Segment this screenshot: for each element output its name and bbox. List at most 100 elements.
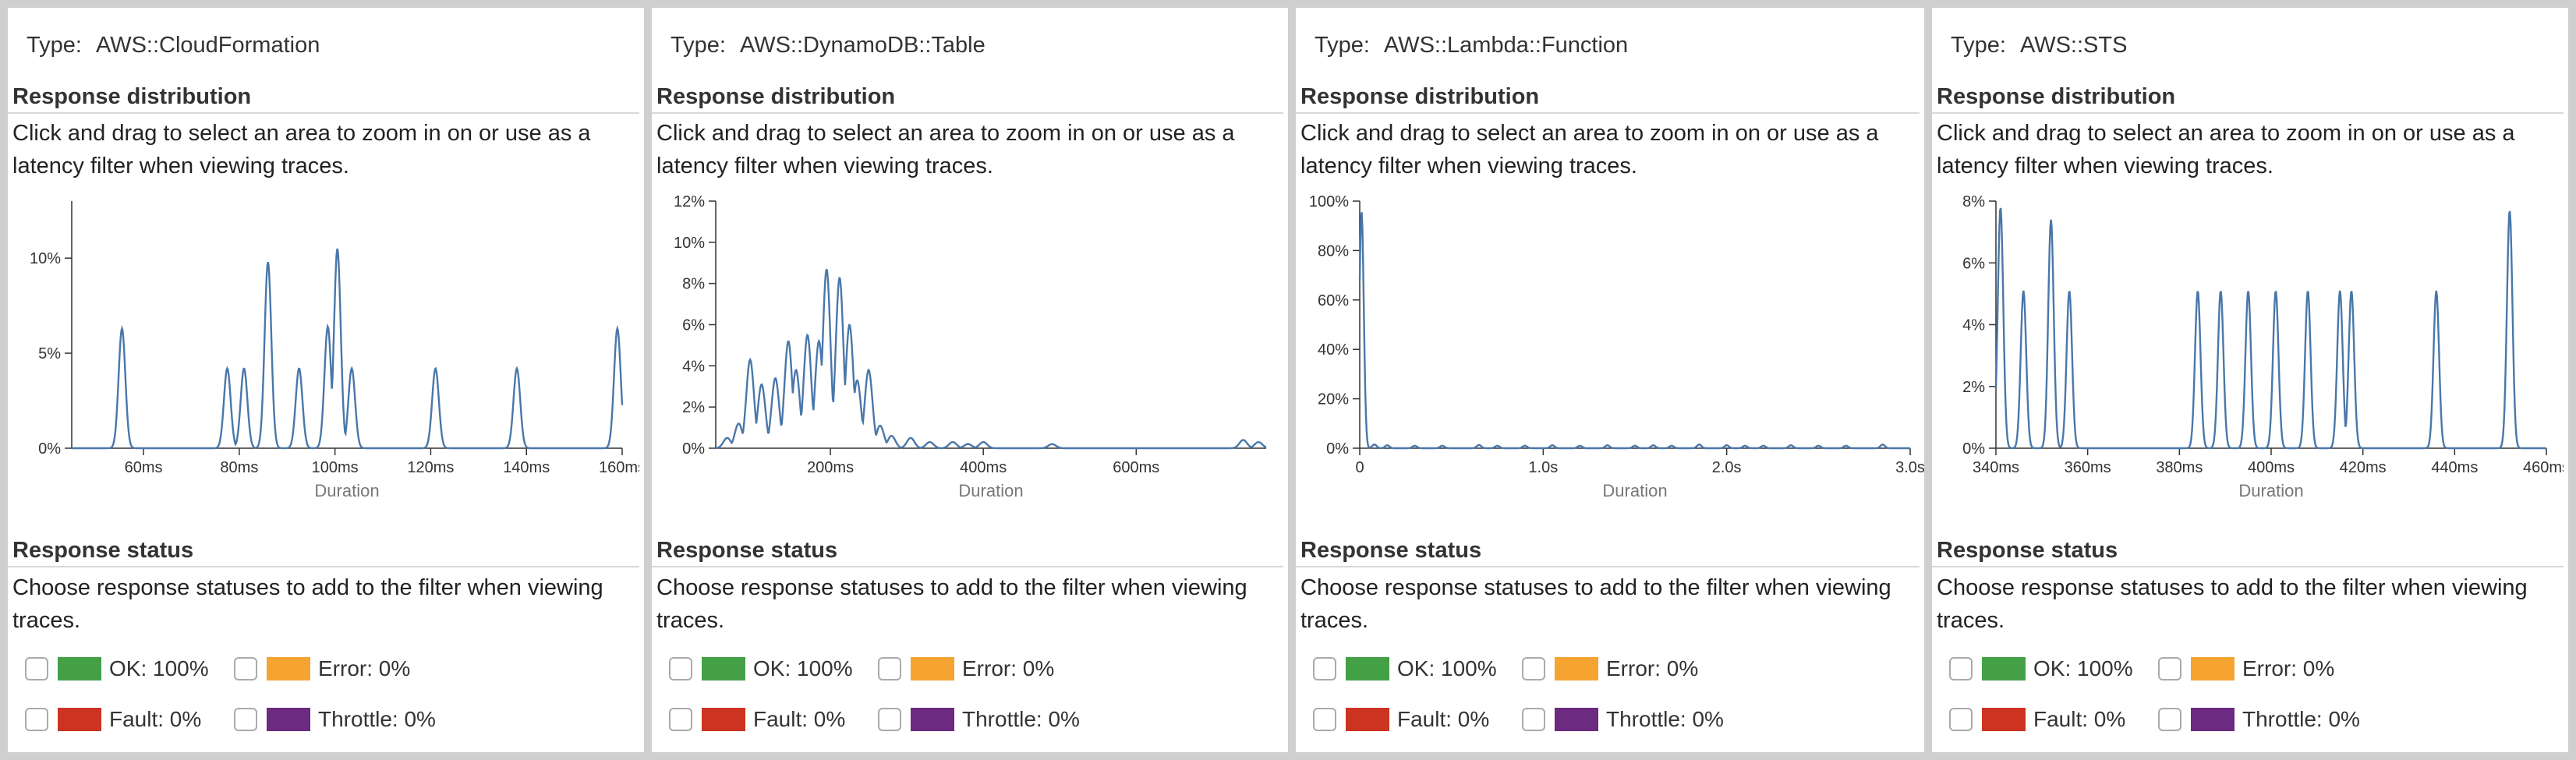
ok-color-swatch — [702, 657, 745, 680]
service-panel-cloudformation: Type: AWS::CloudFormation Response distri… — [8, 8, 644, 752]
y-tick-label: 2% — [682, 399, 705, 416]
section-divider — [1932, 566, 2564, 567]
distribution-help-text: Click and drag to select an area to zoom… — [656, 121, 1235, 179]
distribution-line — [715, 268, 1267, 450]
ok-checkbox[interactable] — [25, 657, 48, 680]
x-tick-label: 140ms — [503, 459, 550, 476]
y-tick-label: 20% — [1318, 391, 1349, 408]
throttle-checkbox[interactable] — [878, 708, 901, 731]
error-checkbox[interactable] — [878, 657, 901, 680]
x-tick-label: 340ms — [1973, 459, 2019, 476]
response-status-title: Response status — [12, 538, 194, 563]
x-tick-label: 120ms — [407, 459, 454, 476]
x-axis-title: Duration — [314, 481, 379, 500]
ok-status-label: OK: 100% — [2033, 656, 2133, 680]
throttle-checkbox[interactable] — [234, 708, 257, 731]
y-tick-label: 2% — [1962, 379, 1985, 396]
status-fault[interactable]: Fault: 0% — [669, 707, 845, 732]
throttle-status-label: Throttle: 0% — [318, 707, 436, 731]
throttle-color-swatch — [911, 708, 954, 731]
status-help-text: Choose response statuses to add to the f… — [1937, 575, 2528, 633]
fault-color-swatch — [58, 708, 101, 731]
section-divider — [652, 566, 1283, 567]
service-type: Type: AWS::STS — [1951, 33, 2127, 58]
fault-checkbox[interactable] — [669, 708, 692, 731]
fault-status-label: Fault: 0% — [2033, 707, 2126, 731]
type-value: AWS::DynamoDB::Table — [739, 33, 985, 58]
throttle-status-label: Throttle: 0% — [2242, 707, 2360, 731]
fault-checkbox[interactable] — [1313, 708, 1336, 731]
y-tick-label: 4% — [682, 358, 705, 375]
status-throttle[interactable]: Throttle: 0% — [234, 707, 436, 732]
x-tick-label: 420ms — [2340, 459, 2387, 476]
response-distribution-chart[interactable]: 0% 5% 10% 60ms 80ms 100ms 120ms 140ms 160ms Durat… — [8, 187, 639, 530]
throttle-checkbox[interactable] — [2158, 708, 2181, 731]
ok-color-swatch — [58, 657, 101, 680]
status-ok[interactable]: OK: 100% — [25, 656, 209, 681]
response-status-title: Response status — [656, 538, 838, 563]
ok-checkbox[interactable] — [1949, 657, 1973, 680]
error-checkbox[interactable] — [2158, 657, 2181, 680]
status-error[interactable]: Error: 0% — [878, 656, 1054, 681]
distribution-help-text: Click and drag to select an area to zoom… — [1937, 121, 2515, 179]
section-divider — [1296, 566, 1920, 567]
status-throttle[interactable]: Throttle: 0% — [878, 707, 1080, 732]
x-tick-label: 400ms — [2248, 459, 2295, 476]
ok-checkbox[interactable] — [1313, 657, 1336, 680]
ok-color-swatch — [1346, 657, 1389, 680]
response-distribution-chart[interactable]: 0% 2% 4% 6% 8% 340ms 360ms 380ms 400ms 420ms 440ms… — [1932, 187, 2564, 530]
throttle-color-swatch — [1555, 708, 1598, 731]
section-divider — [8, 112, 639, 114]
x-tick-label: 3.0s — [1895, 459, 1924, 476]
status-throttle[interactable]: Throttle: 0% — [2158, 707, 2360, 732]
status-help-text: Choose response statuses to add to the f… — [656, 575, 1247, 633]
x-tick-label: 160ms — [599, 459, 639, 476]
ok-color-swatch — [1982, 657, 2026, 680]
y-tick-label: 100% — [1309, 193, 1349, 210]
error-checkbox[interactable] — [234, 657, 257, 680]
service-panel-sts: Type: AWS::STS Response distribution Clic… — [1932, 8, 2568, 752]
error-color-swatch — [911, 657, 954, 680]
status-error[interactable]: Error: 0% — [2158, 656, 2334, 681]
type-label: Type: — [1951, 33, 2006, 58]
x-tick-label: 200ms — [807, 459, 854, 476]
section-divider — [1932, 112, 2564, 114]
status-ok[interactable]: OK: 100% — [669, 656, 853, 681]
response-distribution-chart[interactable]: 0% 2% 4% 6% 8% 10% 12% 200ms 400ms 600ms Duration — [652, 187, 1283, 530]
status-fault[interactable]: Fault: 0% — [1313, 707, 1489, 732]
error-status-label: Error: 0% — [962, 656, 1055, 680]
y-tick-label: 4% — [1962, 317, 1985, 334]
x-axis-title: Duration — [1602, 481, 1667, 500]
y-tick-label: 10% — [674, 235, 705, 252]
response-distribution-title: Response distribution — [1937, 84, 2176, 109]
status-help-text: Choose response statuses to add to the f… — [1300, 575, 1891, 633]
response-status-title: Response status — [1300, 538, 1482, 563]
service-panel-lambda: Type: AWS::Lambda::Function Response dist… — [1296, 8, 1924, 752]
throttle-checkbox[interactable] — [1522, 708, 1545, 731]
error-status-label: Error: 0% — [2242, 656, 2335, 680]
distribution-line — [72, 248, 624, 450]
status-error[interactable]: Error: 0% — [234, 656, 410, 681]
error-color-swatch — [1555, 657, 1598, 680]
error-checkbox[interactable] — [1522, 657, 1545, 680]
fault-checkbox[interactable] — [25, 708, 48, 731]
type-value: AWS::Lambda::Function — [1383, 33, 1629, 58]
type-value: AWS::STS — [2019, 33, 2128, 58]
status-error[interactable]: Error: 0% — [1522, 656, 1698, 681]
fault-checkbox[interactable] — [1949, 708, 1973, 731]
status-ok[interactable]: OK: 100% — [1313, 656, 1497, 681]
ok-checkbox[interactable] — [669, 657, 692, 680]
x-tick-label: 100ms — [312, 459, 359, 476]
section-divider — [8, 566, 639, 567]
service-panel-dynamodb: Type: AWS::DynamoDB::Table Response distr… — [652, 8, 1288, 752]
status-throttle[interactable]: Throttle: 0% — [1522, 707, 1724, 732]
status-fault[interactable]: Fault: 0% — [25, 707, 201, 732]
distribution-line — [1994, 207, 2546, 450]
x-tick-label: 60ms — [125, 459, 163, 476]
x-axis-title: Duration — [958, 481, 1023, 500]
response-distribution-chart[interactable]: 0% 20% 40% 60% 80% 100% 0 1.0s 2.0s 3.0s Duration — [1296, 187, 1924, 530]
y-tick-label: 0% — [1326, 440, 1349, 458]
status-ok[interactable]: OK: 100% — [1949, 656, 2133, 681]
status-fault[interactable]: Fault: 0% — [1949, 707, 2125, 732]
